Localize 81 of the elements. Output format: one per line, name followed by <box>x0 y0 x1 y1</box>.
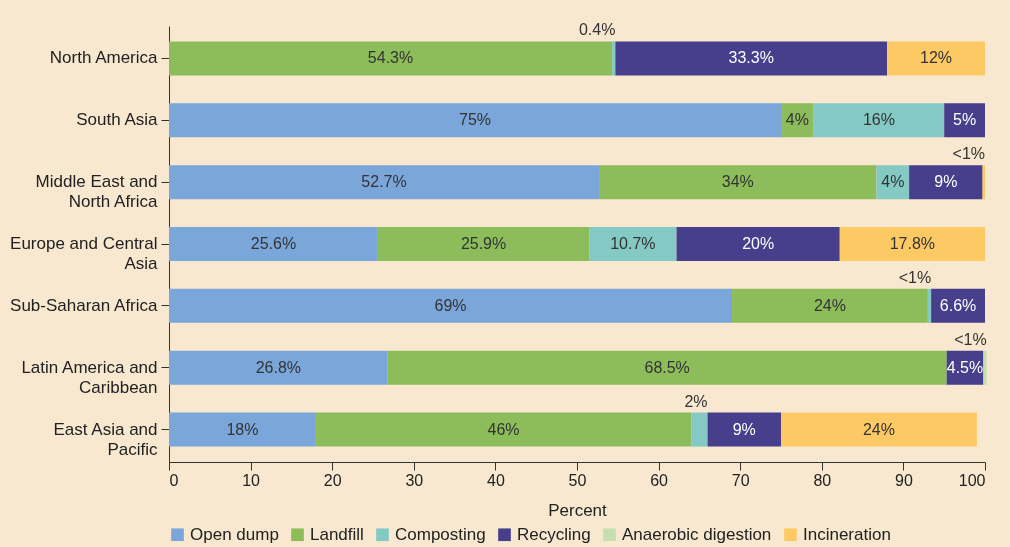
data-label: 75% <box>458 111 492 129</box>
data-label: 52.7% <box>361 173 407 191</box>
y-tick-label: Middle East and North Africa <box>35 172 159 212</box>
data-label: 16% <box>862 111 895 129</box>
y-tick-label: East Asia and Pacific <box>53 419 158 459</box>
data-label: 54.3% <box>367 49 414 67</box>
bar <box>599 165 877 200</box>
y-tick-label: Latin America and Caribbean <box>21 357 158 397</box>
bar <box>781 412 977 447</box>
data-label: 4% <box>785 111 809 129</box>
y-tick-label: Sub-Saharan Africa <box>10 295 159 315</box>
bar <box>169 226 378 262</box>
data-label: 25.6% <box>250 235 297 252</box>
bar <box>589 226 677 262</box>
bar <box>691 412 708 447</box>
x-tick-label: 60 <box>650 471 669 489</box>
x-tick-label: 100 <box>958 471 986 489</box>
data-label: 26.8% <box>255 358 302 376</box>
bar <box>615 41 888 76</box>
bar <box>169 288 733 323</box>
x-tick-label: 80 <box>813 471 832 489</box>
bar <box>927 288 932 323</box>
data-label: 9% <box>732 420 756 438</box>
data-label: <1% <box>952 145 985 163</box>
y-tick-label: Europe and Central Asia <box>10 234 159 273</box>
x-tick-label: 20 <box>323 471 342 489</box>
data-label: 10.7% <box>610 235 656 252</box>
bar <box>676 226 840 262</box>
x-tick-label: 0 <box>169 471 179 489</box>
data-label: 0.4% <box>578 21 616 39</box>
x-axis-title: Percent <box>548 500 608 520</box>
data-label: 2% <box>684 392 708 410</box>
data-label: 34% <box>721 173 754 191</box>
y-tick-label: North America <box>49 48 159 68</box>
data-label: 68.5% <box>644 358 690 376</box>
legend-label: Open dump <box>190 524 279 544</box>
bar <box>387 350 947 385</box>
x-tick-label: 10 <box>242 471 261 489</box>
bar <box>732 288 928 323</box>
bar <box>707 412 781 447</box>
y-tick-label: South Asia <box>76 110 159 130</box>
x-tick-label: 70 <box>731 471 750 489</box>
bar <box>169 41 613 76</box>
data-label: 24% <box>862 420 895 438</box>
data-label: <1% <box>954 330 987 348</box>
bar <box>813 103 945 138</box>
data-label: 69% <box>434 296 467 314</box>
x-tick-label: 50 <box>568 471 587 489</box>
data-label: 4.5% <box>946 358 984 376</box>
data-label: 18% <box>226 420 259 438</box>
data-label: 12% <box>920 49 953 67</box>
legend-label: Recycling <box>517 524 591 544</box>
bar <box>377 226 590 262</box>
data-label: 17.8% <box>889 235 936 252</box>
x-tick-label: 30 <box>405 471 424 489</box>
bar <box>169 165 600 200</box>
data-label: 6.6% <box>939 296 977 314</box>
bar <box>839 226 985 262</box>
data-label: 33.3% <box>728 49 774 67</box>
bar <box>315 412 692 447</box>
x-tick-label: 90 <box>895 471 913 489</box>
bar <box>909 165 983 200</box>
legend-label: Landfill <box>310 524 364 544</box>
data-label: 20% <box>742 235 775 252</box>
bar <box>612 41 616 76</box>
bar <box>169 412 316 447</box>
legend-label: Composting <box>395 524 486 544</box>
data-label: 25.9% <box>460 235 507 252</box>
data-label: 5% <box>953 111 977 129</box>
bar <box>983 350 987 385</box>
data-label: 24% <box>813 296 846 314</box>
bar <box>887 41 985 76</box>
bar <box>169 350 388 385</box>
legend-label: Incineration <box>803 524 891 544</box>
data-label: 46% <box>487 420 520 438</box>
legend-label: Anaerobic digestion <box>622 524 772 544</box>
data-label: <1% <box>898 268 932 286</box>
bar <box>169 103 781 138</box>
data-label: 4% <box>881 173 905 191</box>
data-label: 9% <box>934 173 958 191</box>
x-tick-label: 40 <box>487 471 505 489</box>
